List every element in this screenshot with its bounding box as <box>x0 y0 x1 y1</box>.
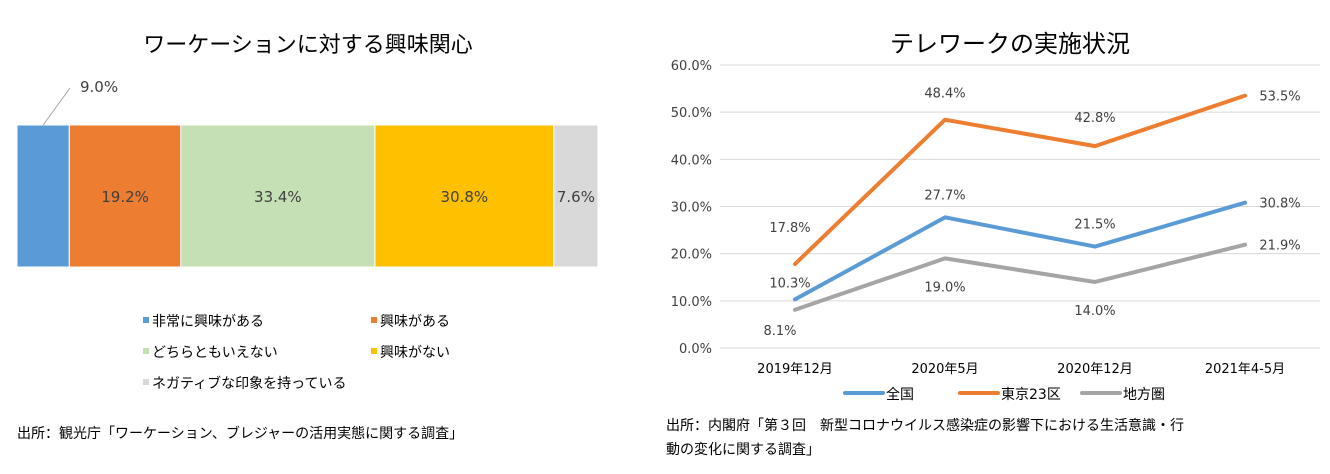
x-tick-label: 2020年12月 <box>1057 362 1133 377</box>
data-label: 42.8% <box>1074 111 1115 126</box>
data-label: 7.6% <box>557 188 595 206</box>
data-label: 53.5% <box>1259 90 1300 105</box>
bar-segment <box>553 124 599 268</box>
x-tick-label: 2021年4-5月 <box>1205 362 1285 377</box>
series-line-0 <box>793 200 1247 302</box>
legend-label: 全国 <box>886 386 914 403</box>
data-label: 9.0% <box>80 78 118 96</box>
legend-label: ネガティブな印象を持っている <box>152 375 346 392</box>
bar-segment <box>16 124 70 268</box>
data-label: 30.8% <box>441 188 489 206</box>
line-source-note-2: 動の変化に関する調査」 <box>666 442 820 458</box>
data-label: 48.4% <box>924 87 965 102</box>
legend-label: 興味がある <box>380 314 450 330</box>
data-label: 21.5% <box>1074 218 1115 233</box>
y-tick-label: 10.0% <box>671 295 712 310</box>
bar-chart-title: ワーケーションに対する興味関心 <box>143 33 473 58</box>
data-label: 30.8% <box>1259 197 1300 212</box>
x-tick-label: 2019年12月 <box>757 362 833 377</box>
legend-swatch <box>143 379 149 385</box>
y-tick-label: 20.0% <box>671 248 712 263</box>
line-chart-title: テレワークの実施状況 <box>890 30 1130 58</box>
y-tick-label: 40.0% <box>671 153 712 168</box>
legend-swatch <box>143 348 149 354</box>
y-tick-label: 50.0% <box>671 106 712 121</box>
bar-segment <box>374 124 555 268</box>
data-label: 8.1% <box>763 324 796 339</box>
leader-line <box>42 87 71 126</box>
line-chart: 0.0% 10.0% 20.0% 30.0% 40.0% 50.0% 60.0% 2019年1… <box>671 59 1320 403</box>
y-tick-label: 30.0% <box>671 201 712 216</box>
data-label: 19.0% <box>924 280 965 295</box>
legend-label: どちらともいえない <box>152 345 278 361</box>
legend-label: 非常に興味がある <box>152 314 264 330</box>
stacked-bar: 9.0% 19.2% 33.4% 30.8% 7.6% <box>16 78 599 268</box>
bar-segment <box>180 124 376 268</box>
legend-swatch <box>143 317 149 323</box>
legend-label: 興味がない <box>380 345 450 361</box>
legend-label: 地方圏 <box>1123 387 1165 403</box>
bar-segment <box>68 124 182 268</box>
data-label: 33.4% <box>254 188 302 206</box>
data-label: 27.7% <box>924 188 965 203</box>
data-label: 19.2% <box>101 188 149 206</box>
legend-label: 東京23区 <box>1001 387 1061 403</box>
legend-swatch <box>371 317 377 323</box>
x-tick-label: 2020年5月 <box>911 362 978 377</box>
data-label: 14.0% <box>1074 304 1115 319</box>
y-tick-label: 60.0% <box>671 59 712 74</box>
legend-swatch <box>371 348 377 354</box>
y-tick-label: 0.0% <box>679 342 712 357</box>
series-line-1 <box>793 93 1247 267</box>
series-line-2 <box>793 242 1247 312</box>
data-label: 21.9% <box>1259 239 1300 254</box>
data-label: 10.3% <box>769 276 810 291</box>
line-source-note-1: 出所：内閣府「第３回 新型コロナウイルス感染症の影響下における生活意識・行 <box>666 418 1184 434</box>
bar-source-note: 出所：観光庁「ワーケーション、ブレジャーの活用実態に関する調査」 <box>17 426 464 442</box>
data-label: 17.8% <box>769 221 810 236</box>
